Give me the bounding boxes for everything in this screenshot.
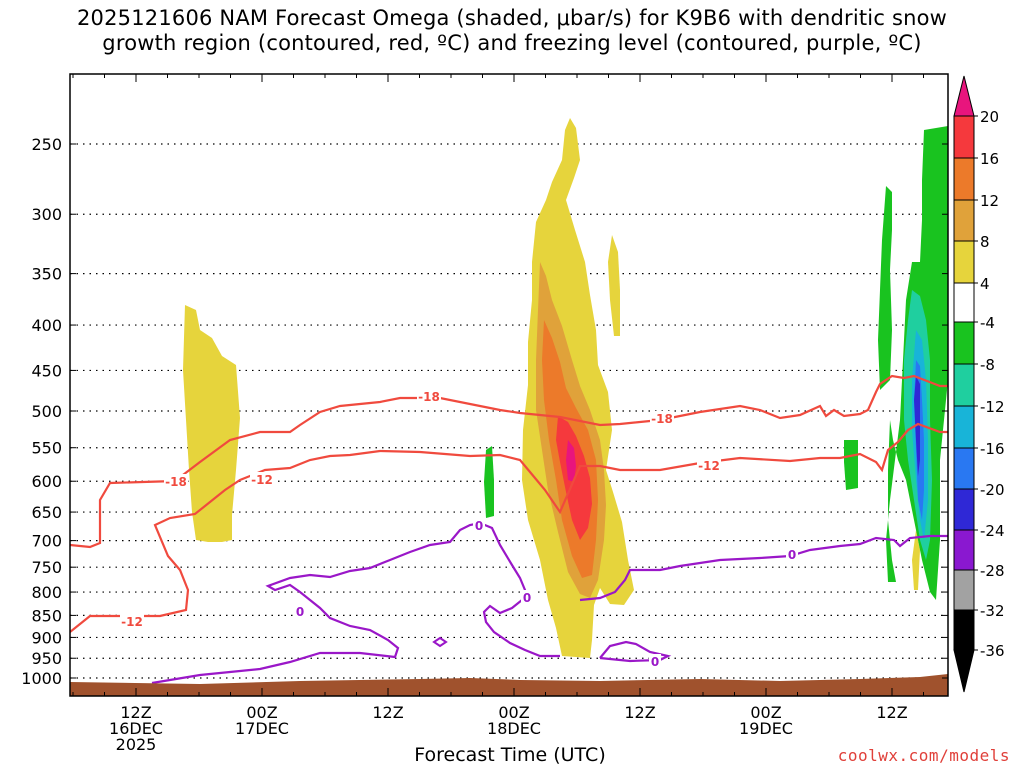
contour-minus18 [70, 374, 948, 549]
y-axis-ticks: 250 300 350 400 450 500 550 600 650 700 750 800 850 9… [21, 135, 948, 688]
colorbar-segment-bottom [953, 649, 975, 693]
colorbar: 20 16 12 8 4 -4 -8 -12 -16 -20 -24 -28 -32 -36 [953, 75, 1005, 693]
contour-freezing-left-arc [151, 521, 560, 685]
y-tick-label: 700 [31, 532, 62, 551]
y-tick-label: 400 [31, 316, 62, 335]
y-tick-label: 450 [31, 361, 62, 380]
omega-negative-shading [484, 126, 948, 600]
colorbar-segment [953, 609, 975, 651]
x-tick-label: 17DEC [235, 719, 289, 738]
contour-freezing-small-loop [599, 640, 672, 663]
contour-label-minus12-c: -12 [121, 615, 143, 629]
colorbar-label: -28 [980, 562, 1005, 580]
x-tick-label: 16DEC [109, 719, 163, 738]
colorbar-label: -16 [980, 440, 1005, 458]
colorbar-label: 12 [980, 192, 999, 210]
contour-label-freezing-c: 0 [523, 591, 531, 605]
chart-title: 2025121606 NAM Forecast Omega (shaded, μ… [0, 6, 1024, 56]
x-tick-label: 12Z [876, 703, 907, 722]
colorbar-segment [953, 529, 975, 571]
chart-title-line2: growth region (contoured, red, ºC) and f… [102, 31, 922, 55]
chart-title-line1: 2025121606 NAM Forecast Omega (shaded, μ… [76, 6, 948, 30]
x-tick-label: 12Z [624, 703, 655, 722]
colorbar-segment [953, 363, 975, 407]
colorbar-segment [953, 199, 975, 242]
y-tick-label: 900 [31, 628, 62, 647]
omega-region-green-843 [844, 440, 858, 490]
y-tick-label: 950 [31, 649, 62, 668]
y-tick-label: 800 [31, 583, 62, 602]
colorbar-label: -32 [980, 602, 1005, 620]
colorbar-segment [953, 488, 975, 531]
omega-region-yellow-left [183, 305, 240, 542]
x-axis-label: Forecast Time (UTC) [414, 744, 606, 766]
contour-label-freezing-d: 0 [788, 548, 796, 562]
y-tick-label: 750 [31, 558, 62, 577]
contour-label-freezing-e: 0 [651, 655, 659, 669]
x-tick-label: 00Z [246, 703, 277, 722]
omega-region-green-small [484, 446, 494, 518]
x-tick-label: 19DEC [739, 719, 793, 738]
colorbar-label: 4 [980, 275, 990, 293]
colorbar-segment [953, 157, 975, 201]
colorbar-segment-top [953, 75, 975, 117]
contour-minus12 [70, 422, 948, 633]
contour-label-freezing-b: 0 [296, 605, 304, 619]
y-tick-label: 850 [31, 606, 62, 625]
contour-label-freezing-a: 0 [475, 519, 483, 533]
plot-frame [69, 73, 949, 697]
contour-label-minus18-c: -18 [165, 475, 187, 489]
omega-shading [183, 118, 920, 658]
x-tick-label: 2025 [116, 735, 157, 754]
source-credit: coolwx.com/models [837, 746, 1010, 765]
y-tick-label: 1000 [21, 669, 62, 688]
y-tick-label: 550 [31, 439, 62, 458]
colorbar-segment [953, 240, 975, 284]
omega-region-yellow-right [912, 530, 920, 590]
colorbar-segment [953, 321, 975, 365]
colorbar-segment [953, 115, 975, 159]
colorbar-label: -8 [980, 356, 995, 374]
x-tick-label: 00Z [498, 703, 529, 722]
colorbar-segment [953, 282, 975, 323]
omega-region-green-882 [878, 186, 892, 390]
contour-label-minus18-b: -18 [651, 412, 673, 426]
y-tick-label: 650 [31, 503, 62, 522]
omega-region-purple [914, 376, 920, 476]
plot-content: -18 -18 -18 -12 -12 -12 0 0 0 0 0 [70, 118, 948, 696]
colorbar-segment [953, 447, 975, 490]
colorbar-label: -20 [980, 481, 1005, 499]
colorbar-label: 8 [980, 233, 990, 251]
y-tick-label: 300 [31, 205, 62, 224]
colorbar-label: -36 [980, 642, 1005, 660]
omega-region-magenta [566, 440, 576, 482]
colorbar-label: 20 [980, 108, 999, 126]
y-tick-label: 500 [31, 402, 62, 421]
colorbar-segment [953, 405, 975, 449]
x-tick-label: 18DEC [487, 719, 541, 738]
x-tick-label: 12Z [372, 703, 403, 722]
omega-region-yellow-thin [608, 235, 620, 336]
y-tick-label: 350 [31, 265, 62, 284]
contour-label-minus18-a: -18 [418, 390, 440, 404]
colorbar-label: 16 [980, 150, 999, 168]
x-tick-label: 12Z [120, 703, 151, 722]
contour-freezing-tiny [432, 636, 448, 648]
contour-label-minus12-b: -12 [698, 459, 720, 473]
colorbar-label: -12 [980, 398, 1005, 416]
y-tick-label: 250 [31, 135, 62, 154]
colorbar-label: -24 [980, 522, 1005, 540]
colorbar-label: -4 [980, 314, 995, 332]
contour-freezing-right [579, 534, 948, 602]
contour-labels: -18 -18 -18 -12 -12 -12 0 0 0 0 0 [120, 389, 798, 669]
x-tick-label: 00Z [750, 703, 781, 722]
contour-label-minus12-a: -12 [251, 473, 273, 487]
colorbar-segment [953, 569, 975, 611]
y-tick-label: 600 [31, 472, 62, 491]
ground-terrain [70, 674, 948, 696]
contours [70, 374, 948, 685]
